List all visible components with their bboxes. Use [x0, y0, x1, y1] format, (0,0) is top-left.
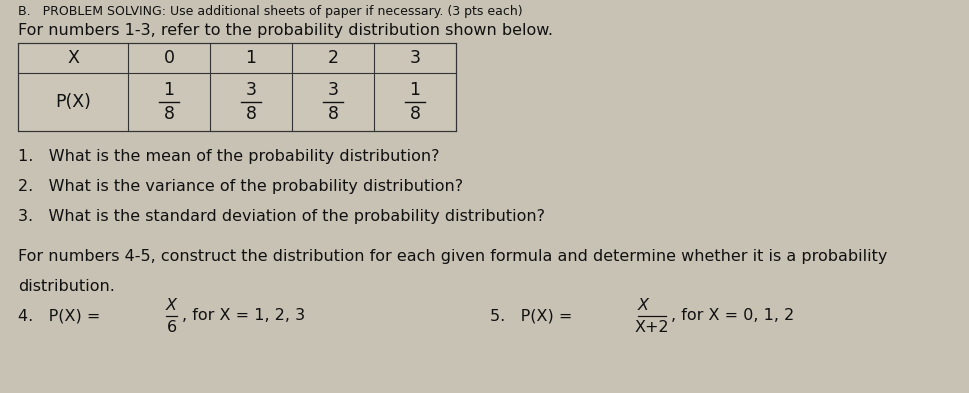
Text: 1: 1 — [164, 81, 174, 99]
Text: 5.   P(X) =: 5. P(X) = — [490, 309, 578, 323]
Text: X+2: X+2 — [635, 320, 670, 334]
Text: For numbers 4-5, construct the distribution for each given formula and determine: For numbers 4-5, construct the distribut… — [18, 249, 888, 264]
Text: , for X = 0, 1, 2: , for X = 0, 1, 2 — [671, 309, 795, 323]
Text: 4.   P(X) =: 4. P(X) = — [18, 309, 106, 323]
Text: , for X = 1, 2, 3: , for X = 1, 2, 3 — [182, 309, 305, 323]
Text: 1: 1 — [245, 49, 257, 67]
Text: B.   PROBLEM SOLVING: Use additional sheets of paper if necessary. (3 pts each): B. PROBLEM SOLVING: Use additional sheet… — [18, 5, 522, 18]
Text: 2.   What is the variance of the probability distribution?: 2. What is the variance of the probabili… — [18, 179, 463, 194]
Text: 8: 8 — [328, 105, 338, 123]
Text: 0: 0 — [164, 49, 174, 67]
Text: For numbers 1-3, refer to the probability distribution shown below.: For numbers 1-3, refer to the probabilit… — [18, 23, 553, 38]
Text: 1: 1 — [410, 81, 421, 99]
Text: 3: 3 — [410, 49, 421, 67]
Text: P(X): P(X) — [55, 93, 91, 111]
Text: 8: 8 — [245, 105, 257, 123]
Text: 1.   What is the mean of the probability distribution?: 1. What is the mean of the probability d… — [18, 149, 440, 164]
Text: X: X — [638, 298, 649, 312]
Text: 8: 8 — [164, 105, 174, 123]
Text: 3: 3 — [328, 81, 338, 99]
Text: 8: 8 — [410, 105, 421, 123]
Text: 3: 3 — [245, 81, 257, 99]
Text: 3.   What is the standard deviation of the probability distribution?: 3. What is the standard deviation of the… — [18, 209, 545, 224]
Text: 6: 6 — [167, 320, 176, 334]
Text: 2: 2 — [328, 49, 338, 67]
Text: distribution.: distribution. — [18, 279, 115, 294]
Text: X: X — [166, 298, 177, 312]
Text: X: X — [67, 49, 78, 67]
Bar — [18, 43, 456, 131]
